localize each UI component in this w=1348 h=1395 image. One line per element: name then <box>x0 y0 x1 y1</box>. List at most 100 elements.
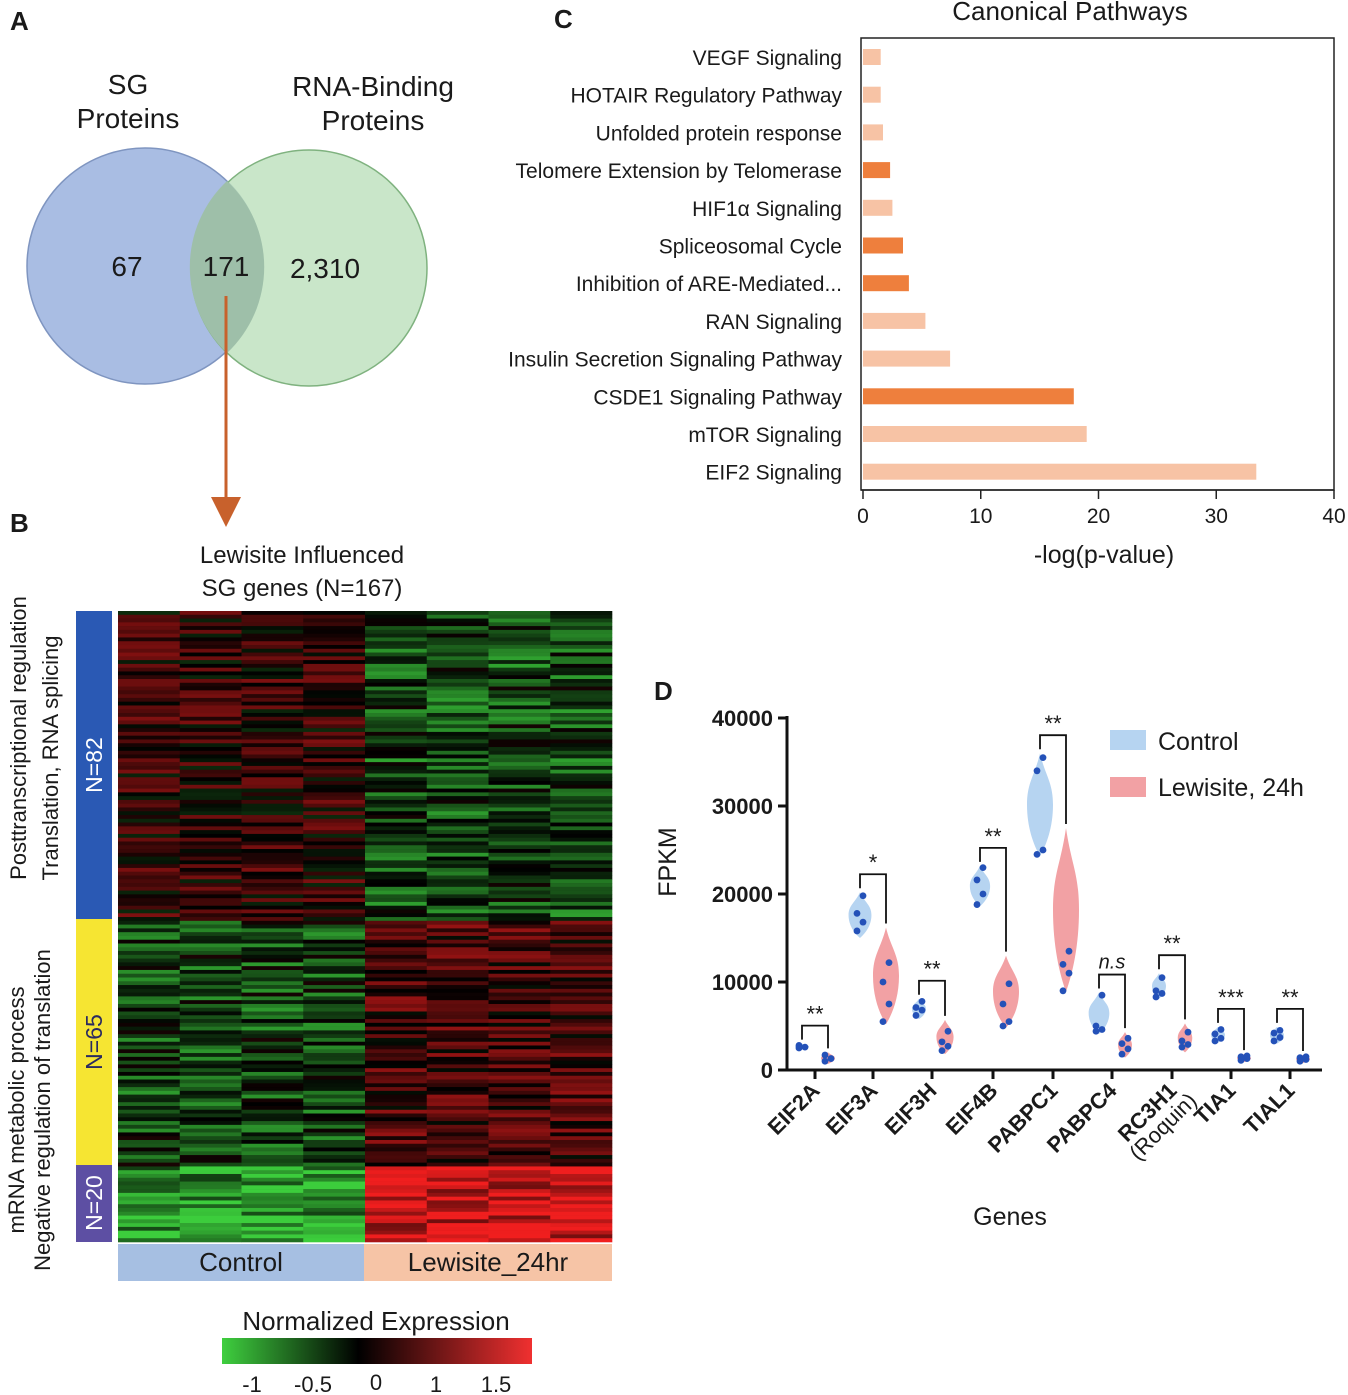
heatmap-cell <box>426 686 489 691</box>
heatmap-cell <box>426 958 489 963</box>
heatmap-cell <box>426 1015 489 1020</box>
heatmap-cell <box>241 1124 304 1129</box>
heatmap-cell <box>303 969 366 975</box>
heatmap-cell <box>426 784 489 789</box>
heatmap-cell <box>365 671 428 676</box>
heatmap-cell <box>488 1068 551 1073</box>
heatmap-cell <box>488 841 551 846</box>
heatmap-cell <box>550 1049 613 1054</box>
heatmap-cell <box>488 799 551 804</box>
heatmap-cell <box>426 1117 489 1122</box>
heatmap-cell <box>241 1234 304 1239</box>
heatmap-cell <box>241 690 304 695</box>
heatmap-cell <box>365 743 428 748</box>
heatmap-cell <box>179 1151 242 1156</box>
gene-label: EIF3H <box>880 1078 942 1140</box>
heatmap-cell <box>118 686 181 691</box>
heatmap-cell <box>365 690 428 695</box>
heatmap-cell <box>303 860 366 865</box>
violin-point <box>944 1042 952 1050</box>
heatmap-cell <box>179 735 242 740</box>
heatmap-cell <box>179 622 242 627</box>
heatmap-cell <box>303 1034 366 1039</box>
heatmap-cell <box>303 1170 366 1175</box>
heatmap-cell <box>488 1053 551 1058</box>
heatmap-cell <box>550 641 613 646</box>
heatmap-cell <box>303 818 366 823</box>
heatmap-cell <box>550 1083 613 1088</box>
heatmap-cell <box>426 739 489 744</box>
heatmap-cell <box>365 731 428 736</box>
heatmap-cell <box>488 1155 551 1160</box>
heatmap-cell <box>426 679 489 684</box>
heatmap-cell <box>118 1170 181 1175</box>
heatmap-cell <box>365 1060 428 1065</box>
heatmap-cell <box>303 1132 366 1137</box>
heatmap-cell <box>365 739 428 744</box>
heatmap-cell <box>550 996 613 1001</box>
heatmap-cell <box>118 1109 181 1114</box>
heatmap-cell <box>303 1045 366 1050</box>
pathway-label: RAN Signaling <box>705 311 842 334</box>
heatmap-cell <box>426 754 489 759</box>
heatmap-cell <box>488 917 551 922</box>
heatmap-cell <box>488 758 551 763</box>
panel-a-letter: A <box>10 6 29 36</box>
heatmap-cell <box>426 1030 489 1035</box>
heatmap-cell <box>303 611 366 616</box>
heatmap-cell <box>550 935 613 941</box>
heatmap-cell <box>303 1207 366 1213</box>
heatmap-cell <box>118 1064 181 1069</box>
heatmap-cell <box>241 629 304 634</box>
heatmap-cell <box>488 1162 551 1167</box>
heatmap-cell <box>488 1143 551 1148</box>
heatmap-cell <box>179 841 242 846</box>
heatmap-cell <box>426 1090 489 1095</box>
heatmap-cell <box>179 1139 242 1145</box>
pathway-bar <box>863 312 926 329</box>
heatmap-cell <box>550 765 613 770</box>
expression-colorbar <box>222 1338 532 1364</box>
heatmap-cell <box>365 762 428 767</box>
heatmap-cell <box>365 1211 428 1216</box>
heatmap-cell <box>365 1079 428 1084</box>
significance-label: * <box>869 850 878 875</box>
violin-point <box>859 918 867 926</box>
heatmap-cell <box>179 788 242 793</box>
heatmap-cell <box>241 731 304 736</box>
heatmap-cell <box>365 901 428 907</box>
heatmap-cell <box>365 1034 428 1039</box>
heatmap-cell <box>118 690 181 695</box>
heatmap-cell <box>241 1007 304 1012</box>
heatmap-cell <box>426 1207 489 1213</box>
heatmap-cell <box>426 973 489 978</box>
heatmap-cell <box>118 811 181 816</box>
heatmap-cell <box>118 939 181 944</box>
significance-label: n.s <box>1099 952 1126 974</box>
heatmap-cell <box>303 773 366 778</box>
heatmap-cell <box>179 954 242 959</box>
heatmap-cell <box>303 1219 366 1224</box>
heatmap-cell <box>118 818 181 823</box>
heatmap-cell <box>241 920 304 925</box>
heatmap-cell <box>179 701 242 706</box>
heatmap-cell <box>241 652 304 657</box>
heatmap-cell <box>241 1003 304 1009</box>
heatmap-cell <box>488 815 551 820</box>
heatmap-cell <box>179 1147 242 1152</box>
heatmap-cell <box>303 973 366 978</box>
heatmap-cell <box>550 1041 613 1046</box>
heatmap-cell <box>488 1124 551 1129</box>
heatmap-cell <box>118 1087 181 1092</box>
heatmap-cell <box>550 1200 613 1205</box>
heatmap-cell <box>303 1064 366 1069</box>
heatmap-cell <box>118 894 181 899</box>
heatmap-cell <box>179 1185 242 1190</box>
heatmap-cell <box>118 762 181 767</box>
heatmap-cell <box>118 1026 181 1031</box>
significance-label: ** <box>1044 711 1062 736</box>
heatmap-cell <box>426 777 489 782</box>
heatmap-cell <box>365 799 428 804</box>
heatmap-cell <box>550 656 613 661</box>
heatmap-cell <box>241 1087 304 1092</box>
